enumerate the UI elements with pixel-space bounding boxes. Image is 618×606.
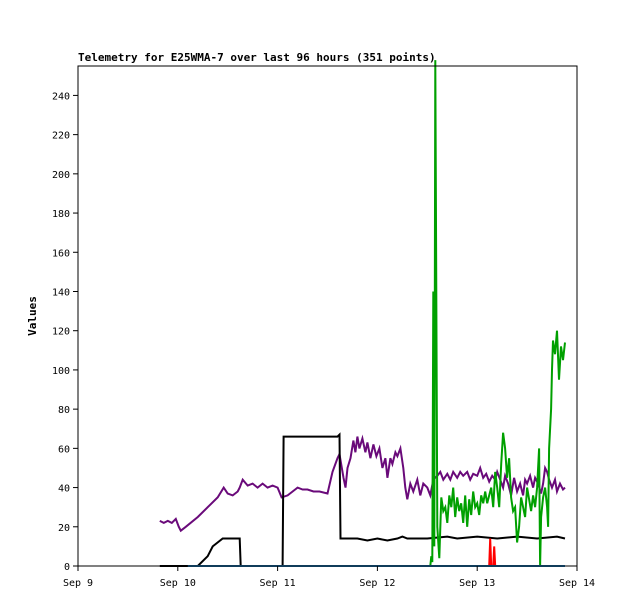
y-tick-label: 240	[52, 91, 70, 102]
y-tick-label: 60	[58, 444, 70, 455]
chart-title: Telemetry for E25WMA-7 over last 96 hour…	[78, 51, 436, 64]
y-tick-label: 220	[52, 131, 70, 142]
y-tick-label: 20	[58, 523, 70, 534]
y-tick-label: 160	[52, 248, 70, 259]
series-line-4	[488, 538, 497, 567]
y-axis-label: Values	[26, 296, 39, 336]
y-tick-label: 0	[64, 562, 70, 573]
x-tick-label: Sep 11	[260, 578, 296, 589]
series-layer	[159, 60, 566, 567]
plot-frame	[77, 65, 578, 567]
x-tick-label: Sep 9	[63, 578, 93, 589]
y-tick-label: 180	[52, 209, 70, 220]
ticks-layer: 0 20 40 60 80 100 120 140 160 180 200 220 240 Sep 9 Se…	[52, 91, 595, 589]
y-tick-label: 120	[52, 327, 70, 338]
series-line-3	[427, 60, 566, 567]
x-tick-label: Sep 14	[559, 578, 595, 589]
series-line-1	[159, 434, 566, 533]
x-tick-label: Sep 10	[160, 578, 196, 589]
y-tick-label: 100	[52, 366, 70, 377]
y-tick-label: 80	[58, 405, 70, 416]
y-tick-label: 200	[52, 170, 70, 181]
y-tick-label: 40	[58, 484, 70, 495]
x-tick-label: Sep 13	[459, 578, 495, 589]
y-tick-label: 140	[52, 287, 70, 298]
x-tick-label: Sep 12	[359, 578, 395, 589]
series-line-2	[159, 432, 566, 567]
